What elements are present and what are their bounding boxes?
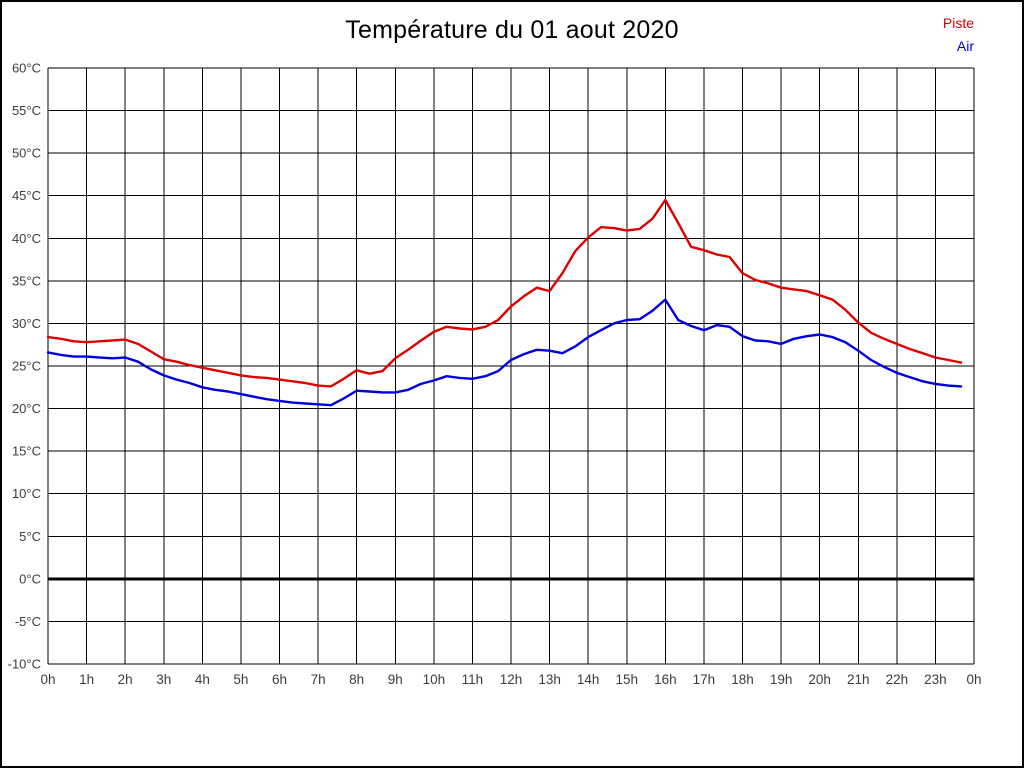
x-tick-label: 9h [388, 672, 403, 687]
x-tick-label: 0h [966, 672, 981, 687]
x-tick-label: 6h [272, 672, 287, 687]
x-tick-label: 21h [847, 672, 870, 687]
x-tick-label: 17h [693, 672, 716, 687]
x-tick-label: 20h [808, 672, 831, 687]
x-tick-label: 15h [615, 672, 638, 687]
piste-temperature-line [46, 198, 963, 388]
y-tick-label: 25°C [12, 359, 41, 374]
y-tick-label: 50°C [12, 146, 41, 161]
x-tick-label: 5h [233, 672, 248, 687]
y-tick-label: 30°C [12, 316, 41, 331]
x-tick-label: 19h [770, 672, 793, 687]
legend-label-piste: Piste [942, 15, 974, 31]
chart-legend: Piste Air [943, 12, 974, 58]
x-tick-label: 16h [654, 672, 677, 687]
x-tick-label: 2h [118, 672, 133, 687]
x-tick-label: 1h [79, 672, 94, 687]
x-tick-label: 18h [731, 672, 754, 687]
x-tick-label: 22h [886, 672, 909, 687]
x-tick-label: 3h [156, 672, 171, 687]
y-tick-label: 0°C [19, 571, 41, 586]
x-tick-label: 0h [40, 672, 55, 687]
y-tick-label: -5°C [15, 614, 41, 629]
y-tick-label: 15°C [12, 444, 41, 459]
legend-item-piste: Piste [943, 12, 974, 35]
x-tick-label: 10h [423, 672, 446, 687]
legend-label-air: Air [956, 38, 974, 54]
y-tick-label: 35°C [12, 273, 41, 288]
x-tick-label: 4h [195, 672, 210, 687]
x-tick-label: 8h [349, 672, 364, 687]
air-temperature-line [46, 298, 963, 407]
y-tick-label: -10°C [8, 657, 41, 672]
x-tick-label: 12h [500, 672, 523, 687]
x-tick-label: 7h [311, 672, 326, 687]
y-tick-label: 55°C [12, 103, 41, 118]
x-tick-label: 23h [924, 672, 947, 687]
x-tick-label: 14h [577, 672, 600, 687]
y-tick-label: 20°C [12, 401, 41, 416]
legend-item-air: Air [943, 35, 974, 58]
chart-title: Température du 01 aout 2020 [345, 16, 679, 44]
y-tick-label: 10°C [12, 486, 41, 501]
y-tick-label: 60°C [12, 61, 41, 76]
x-tick-label: 11h [462, 672, 484, 687]
y-tick-label: 5°C [19, 529, 41, 544]
x-tick-label: 13h [538, 672, 561, 687]
y-tick-label: 45°C [12, 188, 41, 203]
y-tick-label: 40°C [12, 231, 41, 246]
